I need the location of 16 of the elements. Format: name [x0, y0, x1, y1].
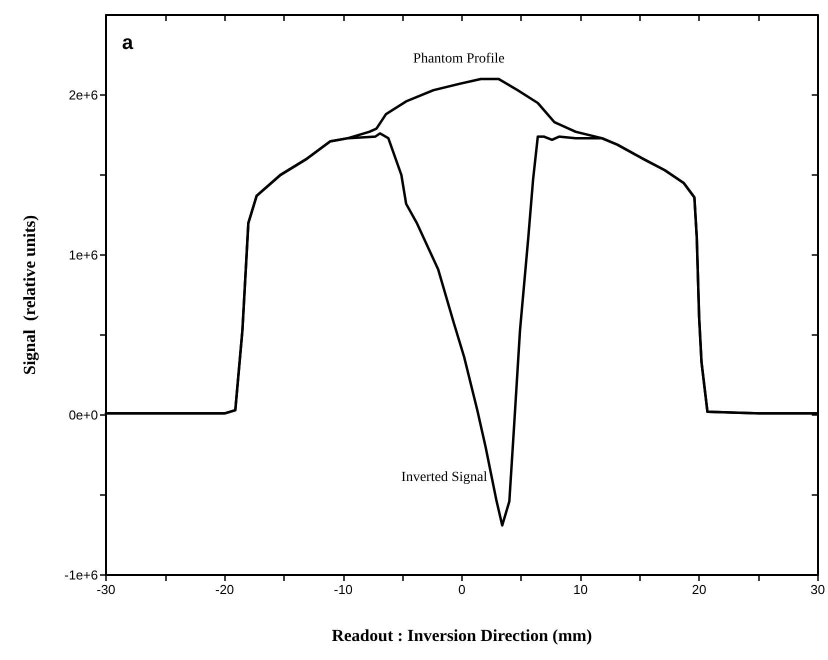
- series-label: Inverted Signal: [401, 470, 488, 485]
- x-tick-label: 20: [692, 582, 706, 597]
- series-label: Phantom Profile: [413, 52, 505, 66]
- y-axis-title: Signal (relative units): [20, 215, 39, 375]
- annotation: a: [122, 32, 134, 54]
- y-tick-label: 1e+6: [68, 248, 98, 262]
- x-tick-label: 0: [458, 582, 466, 597]
- x-tick-label: 30: [810, 582, 826, 597]
- y-tick-label: -1e+6: [64, 568, 98, 582]
- x-axis-title: Readout : Inversion Direction (mm): [332, 626, 592, 645]
- y-tick-label: 0e+0: [68, 408, 98, 422]
- y-tick-label: 2e+6: [68, 88, 98, 102]
- x-tick-label: 10: [573, 582, 588, 597]
- x-tick-label: -30: [96, 582, 116, 597]
- x-tick-label: -10: [334, 582, 353, 597]
- x-tick-label: -20: [215, 582, 234, 597]
